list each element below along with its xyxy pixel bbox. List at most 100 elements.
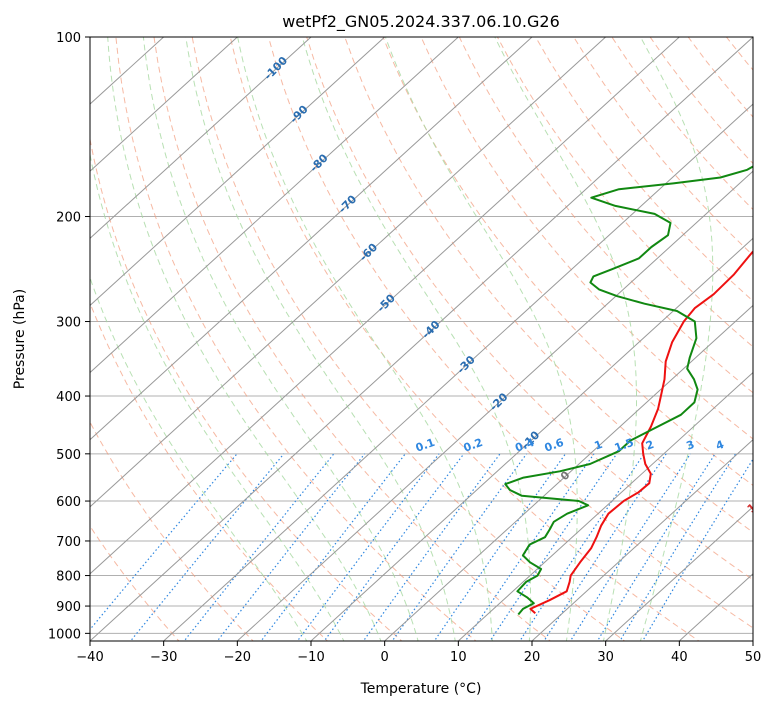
x-tick-label: −30 <box>150 650 177 665</box>
isotherm-line <box>604 506 753 641</box>
moist-adiabat-line <box>142 37 419 641</box>
chart-title: wetPf2_GN05.2024.337.06.10.G26 <box>282 12 560 32</box>
dry-adiabat-line <box>153 37 552 641</box>
mixing-ratio-line <box>619 453 737 641</box>
dry-adiabat-line <box>649 37 753 165</box>
mixing-ratio-label: 0.2 <box>462 436 485 455</box>
dewpoint-profile-line <box>504 165 753 616</box>
x-tick-label: 30 <box>597 650 614 665</box>
dry-adiabat-line <box>743 10 775 644</box>
isotherm-line <box>457 371 753 641</box>
x-tick-label: −20 <box>224 650 251 665</box>
mixing-ratio-line <box>464 453 595 641</box>
isotherm-line <box>236 170 753 641</box>
isotherm-line <box>90 37 165 105</box>
mixing-ratio-label: 6 <box>751 438 763 453</box>
moist-adiabat-line <box>90 276 308 641</box>
isotherm-line <box>90 37 681 575</box>
axis-ticks: −40 −30 −20 −10 0 10 20 30 40 50 1000 900 800 700 600 5… <box>48 31 761 665</box>
mixing-ratio-label: 3 <box>685 438 697 453</box>
mixing-ratio-line <box>260 453 406 641</box>
mixing-ratio-line <box>489 453 618 641</box>
mixing-ratio-line <box>543 453 667 641</box>
mixing-ratio-line <box>216 453 366 641</box>
dry-adiabat-line <box>191 37 626 641</box>
x-tick-label: 10 <box>450 650 467 665</box>
mixing-ratio-label: 0.6 <box>543 436 566 455</box>
dry-adiabat-line <box>90 301 329 641</box>
isotherm-label: -100 <box>262 54 291 83</box>
x-tick-label: 20 <box>524 650 541 665</box>
moist-adiabat-line <box>107 37 382 641</box>
y-tick-label: 700 <box>56 535 81 550</box>
mixing-ratio-label: 2 <box>644 438 656 453</box>
y-tick-label: 500 <box>56 448 81 463</box>
mixing-ratio-line <box>569 453 691 641</box>
moist-adiabat-line <box>185 37 456 641</box>
mixing-ratio-line <box>596 453 716 641</box>
mixing-ratio-line <box>183 453 335 641</box>
mixing-ratio-line <box>323 453 465 641</box>
mixing-ratio-line <box>433 453 566 641</box>
y-tick-label: 300 <box>56 316 81 331</box>
profile-series <box>504 165 753 616</box>
x-tick-label: 0 <box>381 650 389 665</box>
dry-adiabat-line <box>90 136 403 641</box>
dry-adiabat-line <box>725 37 753 71</box>
isotherm-line <box>162 103 753 641</box>
mixing-ratio-line <box>519 453 645 641</box>
moist-adiabat-line <box>494 37 637 641</box>
mixing-ratio-line <box>90 453 238 631</box>
isotherm-line <box>90 37 460 374</box>
mixing-ratio-label: 0.1 <box>414 436 437 455</box>
mixing-ratio-label: 0.4 <box>513 436 536 455</box>
dry-adiabat-line <box>115 37 477 641</box>
mixing-ratio-label: 4 <box>714 438 726 453</box>
isotherm-line <box>752 640 753 641</box>
temperature-profile-line <box>529 250 753 614</box>
isotherm-line <box>531 438 753 641</box>
y-axis-label: Pressure (hPa) <box>12 289 28 389</box>
y-tick-label: 900 <box>56 600 81 615</box>
mixing-ratio-line <box>641 458 753 641</box>
x-tick-label: 40 <box>671 650 688 665</box>
dry-adiabat-line <box>306 37 753 581</box>
moist-adiabat-line <box>237 37 493 641</box>
isotherm-line <box>310 237 753 641</box>
theta-label: 30 <box>759 555 775 575</box>
dry-adiabat-line <box>90 421 254 641</box>
dry-adiabat-line <box>420 37 753 440</box>
background-layers: -100-90-80-70-60-50-40-30-20-10010203040… <box>90 10 775 644</box>
moist-adiabats <box>90 37 714 641</box>
dry-adiabat-line <box>687 37 753 118</box>
y-tick-label: 100 <box>56 31 81 46</box>
moist-adiabat-line <box>90 151 345 641</box>
mixing-ratio-line <box>362 453 501 641</box>
x-tick-label: −10 <box>297 650 324 665</box>
moist-adiabat-line <box>639 37 714 641</box>
x-tick-label: 50 <box>745 650 762 665</box>
y-tick-label: 600 <box>56 495 81 510</box>
dry-adiabat-line <box>344 37 753 533</box>
mixing-ratio-line <box>129 453 285 641</box>
x-tick-label: −40 <box>76 650 103 665</box>
dry-adiabat-line <box>458 37 753 394</box>
y-tick-label: 400 <box>56 390 81 405</box>
y-tick-label: 800 <box>56 570 81 585</box>
isotherm-line <box>90 37 386 307</box>
mixing-ratio-lines <box>90 453 753 641</box>
isotherm-lines <box>90 37 753 641</box>
isotherm-line <box>383 304 753 641</box>
isotherm-line <box>90 37 533 441</box>
moist-adiabat-line <box>384 37 578 641</box>
dry-adiabat-line <box>267 37 753 629</box>
y-tick-label: 1000 <box>48 627 81 642</box>
y-tick-label: 200 <box>56 211 81 226</box>
dry-adiabats <box>90 10 775 644</box>
isotherm-line <box>90 37 753 641</box>
plot-frame <box>89 36 754 642</box>
dry-adiabat-line <box>229 37 700 641</box>
mixing-ratio-label: 1.5 <box>613 436 636 455</box>
moist-adiabat-line <box>301 37 532 641</box>
